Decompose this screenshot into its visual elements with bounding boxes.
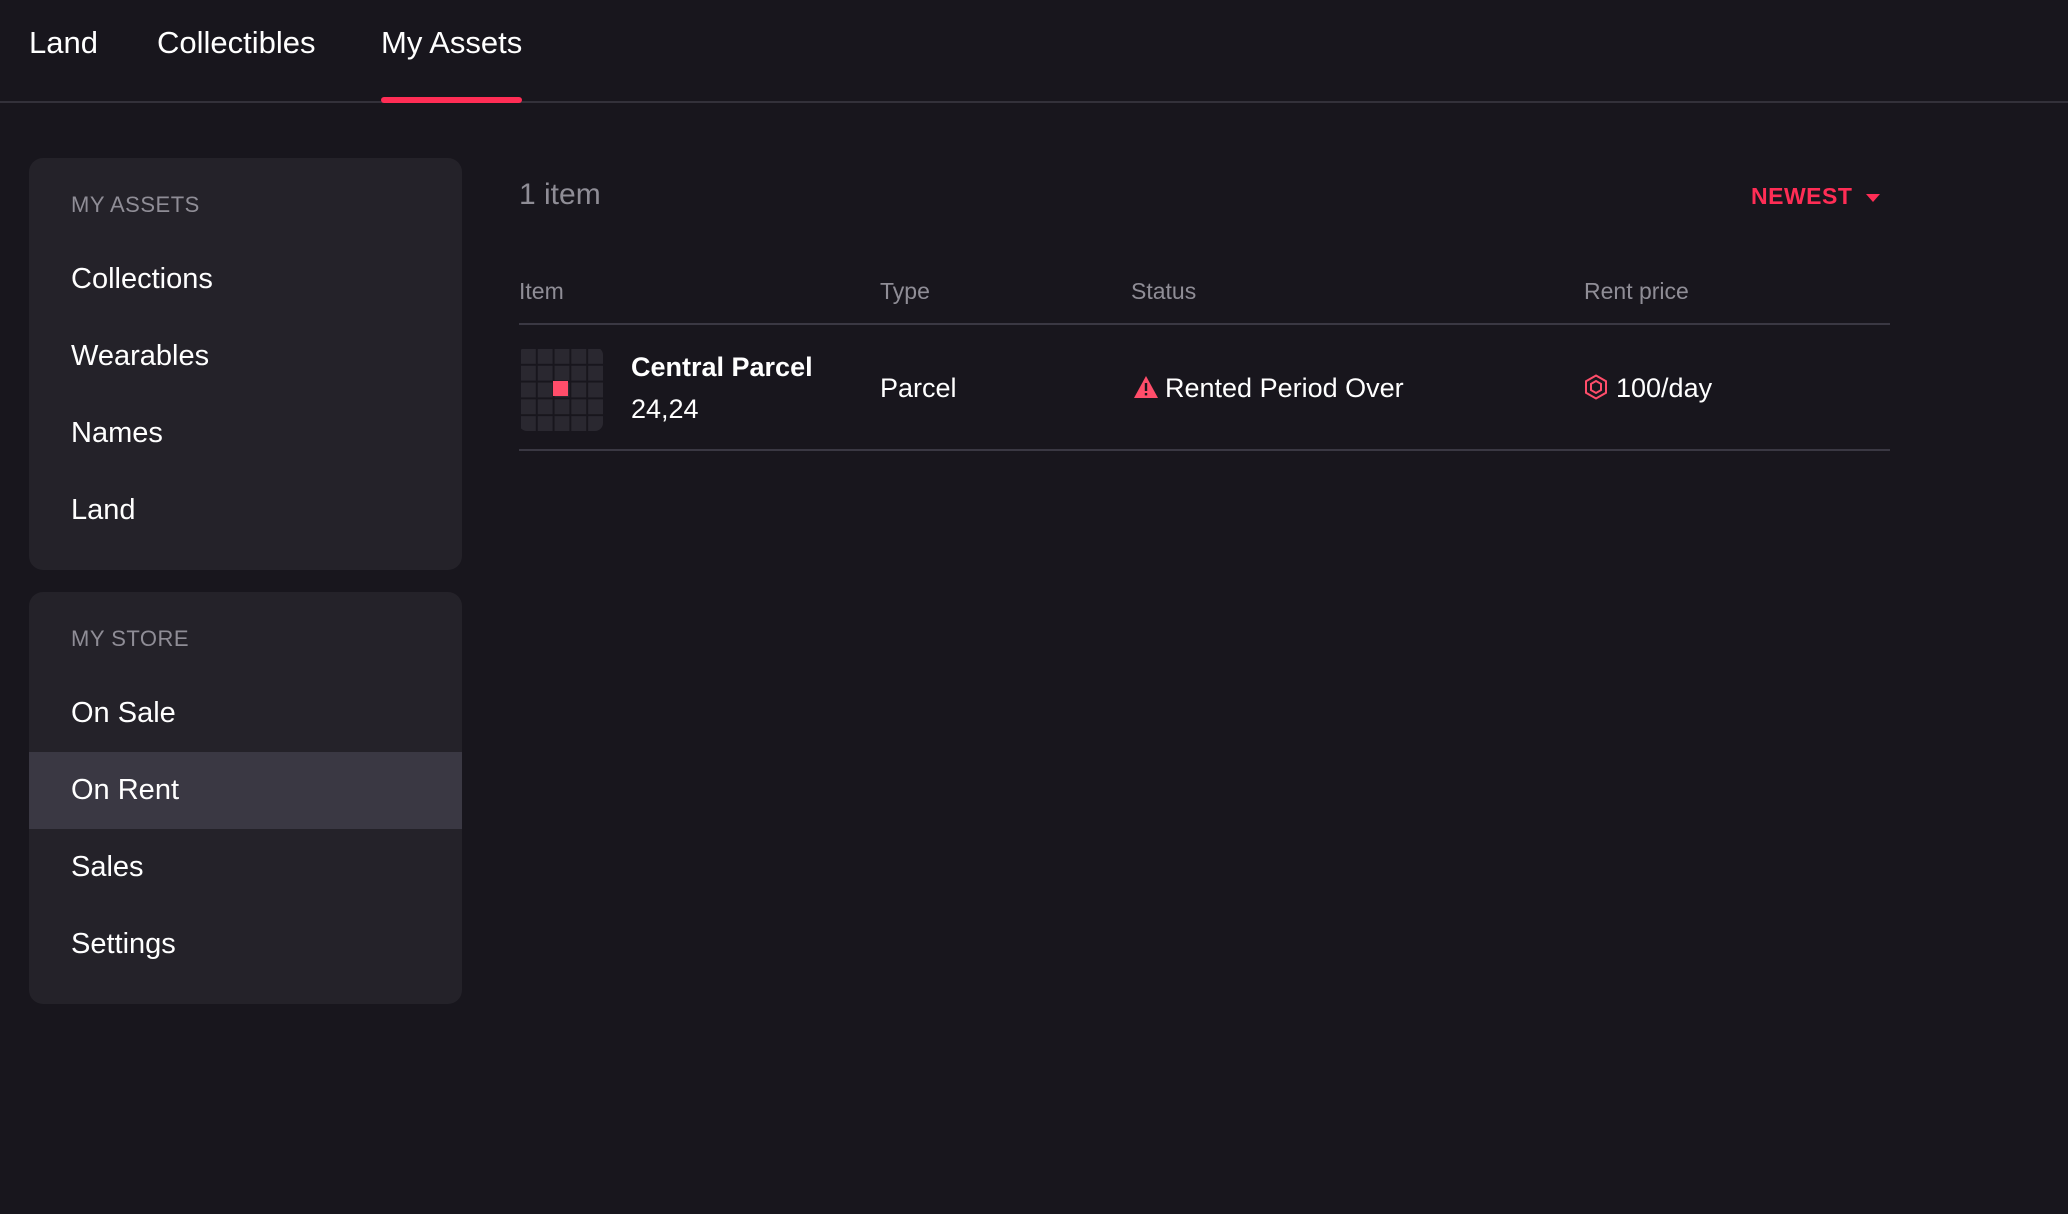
item-coords: 24,24 — [631, 394, 699, 424]
sort-label: NEWEST — [1751, 183, 1853, 209]
column-header-rent-price: Rent price — [1584, 278, 1689, 304]
row-divider — [519, 449, 1890, 451]
column-header-status: Status — [1131, 278, 1197, 304]
top-nav: Land Collectibles My Assets — [0, 0, 2068, 103]
tab-land[interactable]: Land — [29, 25, 98, 60]
sidebar-item-settings[interactable]: Settings — [71, 928, 176, 960]
parcel-thumbnail — [519, 347, 603, 431]
header-divider — [519, 323, 1890, 325]
tab-my-assets[interactable]: My Assets — [381, 25, 523, 103]
status-text: Rented Period Over — [1165, 373, 1404, 403]
caret-down-icon — [1866, 193, 1881, 202]
my-assets-panel: MY ASSETS Collections Wearables Names La… — [29, 158, 462, 570]
item-count: 1 item — [519, 178, 601, 211]
sidebar-item-sales[interactable]: Sales — [71, 851, 144, 883]
column-header-type: Type — [880, 278, 930, 304]
mana-icon — [1585, 374, 1607, 400]
tab-collectibles[interactable]: Collectibles — [157, 25, 316, 60]
tab-label: My Assets — [381, 25, 523, 60]
section-header: MY STORE — [71, 626, 190, 651]
rent-price: 100/day — [1584, 373, 1712, 404]
parcel-marker — [553, 381, 568, 396]
sidebar-item-names[interactable]: Names — [71, 417, 163, 449]
sidebar-item-on-rent[interactable]: On Rent — [29, 752, 462, 829]
my-store-panel: MY STORE On Sale On Rent Sales Settings — [29, 592, 462, 1004]
warning-icon — [1134, 376, 1158, 398]
item-type: Parcel — [880, 373, 957, 403]
sidebar-item-collections[interactable]: Collections — [71, 263, 213, 295]
sidebar-item-land[interactable]: Land — [71, 494, 136, 526]
price-text: 100/day — [1616, 373, 1713, 403]
item-status: Rented Period Over — [1133, 373, 1404, 404]
sort-dropdown[interactable]: NEWEST — [1751, 183, 1881, 210]
column-header-item: Item — [519, 278, 564, 304]
sidebar-item-wearables[interactable]: Wearables — [71, 340, 210, 372]
section-header: MY ASSETS — [71, 192, 200, 217]
item-name: Central Parcel — [631, 352, 813, 382]
sidebar-item-on-sale[interactable]: On Sale — [71, 697, 176, 729]
